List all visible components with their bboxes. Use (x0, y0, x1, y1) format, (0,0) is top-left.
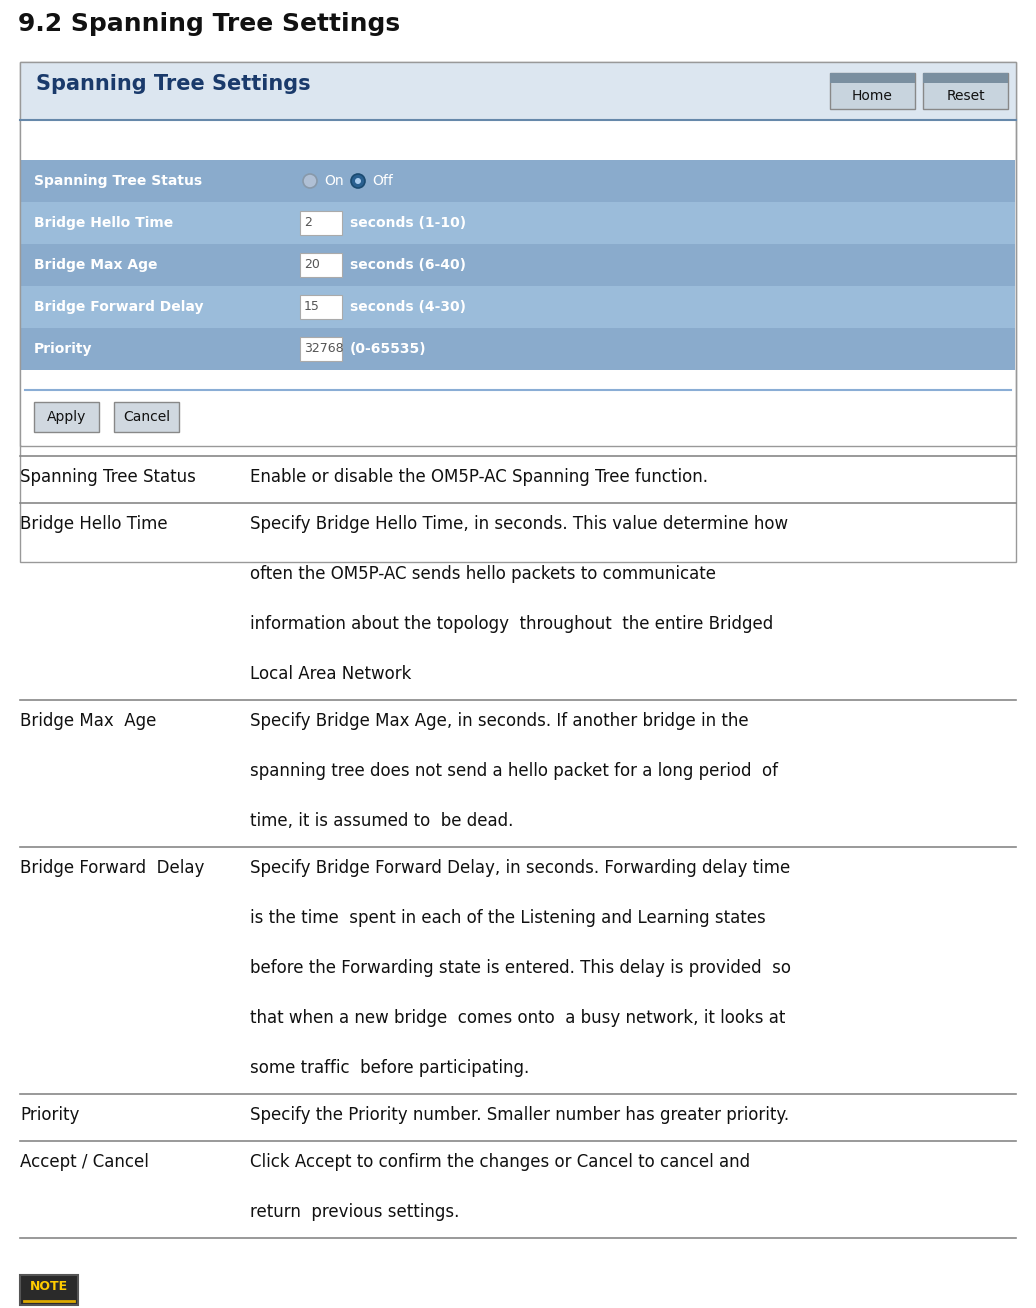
Text: Local Area Network: Local Area Network (250, 664, 411, 683)
Bar (300, 337, 342, 361)
Text: seconds (4-30): seconds (4-30) (350, 300, 466, 314)
Bar (830, 73, 915, 82)
Bar (300, 211, 342, 235)
Bar (21, 245, 1015, 286)
Bar (114, 402, 179, 432)
Bar (300, 296, 342, 319)
Text: seconds (6-40): seconds (6-40) (350, 258, 466, 272)
Bar (20, 1275, 78, 1305)
Text: 2: 2 (304, 217, 312, 229)
Circle shape (351, 174, 365, 188)
Bar (300, 252, 342, 277)
Text: return  previous settings.: return previous settings. (250, 1203, 459, 1220)
Text: Specify Bridge Hello Time, in seconds. This value determine how: Specify Bridge Hello Time, in seconds. T… (250, 515, 788, 532)
Text: spanning tree does not send a hello packet for a long period  of: spanning tree does not send a hello pack… (250, 763, 778, 780)
Bar (21, 201, 1015, 245)
Text: 20: 20 (304, 259, 320, 272)
Text: Bridge Forward  Delay: Bridge Forward Delay (20, 859, 204, 876)
Circle shape (303, 174, 317, 188)
Bar (21, 286, 1015, 328)
Text: that when a new bridge  comes onto  a busy network, it looks at: that when a new bridge comes onto a busy… (250, 1008, 785, 1027)
Text: is the time  spent in each of the Listening and Learning states: is the time spent in each of the Listeni… (250, 909, 766, 927)
Text: Bridge Max  Age: Bridge Max Age (20, 712, 156, 730)
Text: Reset: Reset (946, 89, 985, 103)
Text: Off: Off (372, 174, 393, 188)
Text: seconds (1-10): seconds (1-10) (350, 216, 466, 230)
Bar (20, 61, 1016, 120)
Text: NOTE: NOTE (30, 1281, 68, 1294)
Text: Accept / Cancel: Accept / Cancel (20, 1152, 149, 1171)
Bar (21, 120, 1015, 160)
Bar (21, 328, 1015, 370)
Text: Priority: Priority (20, 1107, 80, 1124)
Text: Priority: Priority (34, 341, 92, 356)
Text: time, it is assumed to  be dead.: time, it is assumed to be dead. (250, 812, 514, 831)
Text: On: On (324, 174, 344, 188)
Text: often the OM5P-AC sends hello packets to communicate: often the OM5P-AC sends hello packets to… (250, 565, 716, 583)
Text: 9.2 Spanning Tree Settings: 9.2 Spanning Tree Settings (18, 12, 400, 37)
Text: information about the topology  throughout  the entire Bridged: information about the topology throughou… (250, 615, 773, 633)
Text: Home: Home (852, 89, 893, 103)
Text: Specify Bridge Forward Delay, in seconds. Forwarding delay time: Specify Bridge Forward Delay, in seconds… (250, 859, 790, 876)
Text: Bridge Hello Time: Bridge Hello Time (20, 515, 168, 532)
Text: Bridge Hello Time: Bridge Hello Time (34, 216, 173, 230)
Text: Click Accept to confirm the changes or Cancel to cancel and: Click Accept to confirm the changes or C… (250, 1152, 750, 1171)
Bar (923, 73, 1008, 82)
Text: 15: 15 (304, 301, 320, 314)
Bar (830, 73, 915, 109)
Bar (923, 73, 1008, 109)
Text: Bridge Max Age: Bridge Max Age (34, 258, 157, 272)
Bar (21, 370, 1015, 445)
Bar (34, 402, 99, 432)
Text: (0-65535): (0-65535) (350, 341, 427, 356)
Circle shape (355, 178, 361, 184)
Text: Spanning Tree Status: Spanning Tree Status (20, 468, 196, 487)
Text: some traffic  before participating.: some traffic before participating. (250, 1059, 529, 1076)
Bar (20, 61, 1016, 446)
Text: Bridge Forward Delay: Bridge Forward Delay (34, 300, 203, 314)
Text: before the Forwarding state is entered. This delay is provided  so: before the Forwarding state is entered. … (250, 959, 792, 977)
Text: Apply: Apply (47, 409, 86, 424)
Text: Spanning Tree Status: Spanning Tree Status (34, 174, 202, 188)
Text: Enable or disable the OM5P-AC Spanning Tree function.: Enable or disable the OM5P-AC Spanning T… (250, 468, 708, 487)
Text: Spanning Tree Settings: Spanning Tree Settings (36, 75, 311, 94)
Bar (21, 160, 1015, 201)
Text: Cancel: Cancel (123, 409, 170, 424)
Bar (20, 61, 1016, 562)
Text: Specify the Priority number. Smaller number has greater priority.: Specify the Priority number. Smaller num… (250, 1107, 789, 1124)
Text: 32768: 32768 (304, 343, 344, 356)
Text: Specify Bridge Max Age, in seconds. If another bridge in the: Specify Bridge Max Age, in seconds. If a… (250, 712, 749, 730)
